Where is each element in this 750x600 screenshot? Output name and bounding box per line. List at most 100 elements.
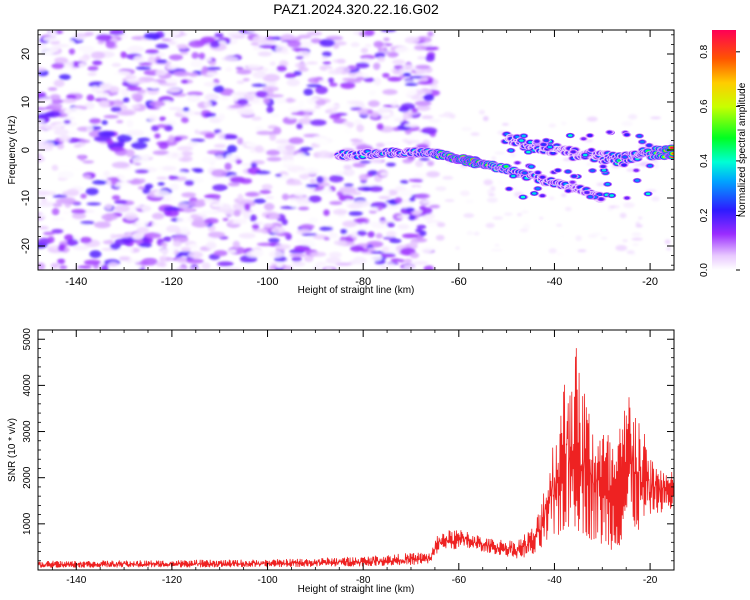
noise-blob (82, 160, 95, 164)
noise-blob (615, 245, 628, 251)
noise-blob (155, 43, 169, 49)
noise-blob (561, 193, 567, 197)
noise-blob (271, 226, 286, 234)
noise-blob (265, 195, 275, 200)
noise-blob (269, 61, 276, 66)
noise-blob (132, 156, 150, 164)
noise-blob (409, 196, 416, 203)
noise-blob (111, 195, 121, 201)
noise-blob (325, 104, 341, 108)
signal-blob (578, 186, 582, 189)
noise-blob (301, 233, 318, 237)
noise-blob (214, 32, 224, 38)
noise-blob (592, 232, 602, 236)
noise-blob (102, 239, 114, 245)
noise-blob (238, 232, 256, 239)
signal-blob (567, 134, 573, 137)
noise-blob (234, 91, 249, 96)
noise-blob (400, 103, 415, 111)
noise-blob (217, 131, 225, 140)
noise-blob (157, 182, 165, 186)
noise-blob (412, 261, 429, 265)
noise-blob (421, 127, 438, 135)
noise-blob (426, 171, 440, 178)
noise-blob (415, 228, 423, 233)
noise-blob (166, 210, 179, 217)
noise-blob (291, 261, 306, 267)
noise-blob (138, 242, 152, 248)
noise-blob (135, 66, 152, 70)
noise-blob (251, 83, 267, 87)
noise-blob (325, 256, 342, 265)
noise-blob (370, 250, 386, 254)
noise-blob (168, 106, 182, 111)
noise-blob (40, 47, 56, 55)
noise-blob (147, 115, 158, 122)
noise-blob (201, 66, 208, 74)
noise-blob (167, 134, 175, 143)
noise-blob (394, 196, 403, 204)
spectrogram-y-tick-label: 10 (20, 96, 32, 108)
noise-blob (50, 262, 60, 269)
noise-blob (298, 206, 310, 211)
noise-blob (38, 141, 49, 148)
noise-blob (303, 113, 311, 118)
noise-blob (347, 30, 355, 36)
noise-blob (169, 183, 180, 191)
noise-blob (143, 32, 161, 40)
noise-blob (379, 65, 395, 71)
signal-blob (511, 174, 516, 178)
noise-blob (193, 168, 204, 173)
noise-blob (367, 231, 375, 238)
noise-blob (256, 130, 272, 136)
noise-blob (227, 182, 240, 187)
noise-blob (77, 45, 95, 52)
noise-blob (343, 168, 355, 177)
noise-blob (417, 56, 427, 60)
noise-blob (340, 81, 356, 89)
noise-blob (189, 60, 203, 68)
noise-blob (428, 222, 439, 229)
noise-blob (176, 43, 189, 50)
noise-blob (373, 40, 384, 48)
noise-blob (263, 202, 275, 211)
noise-blob (377, 56, 386, 62)
noise-blob (404, 123, 419, 128)
noise-blob (51, 228, 64, 234)
noise-blob (325, 35, 344, 41)
noise-blob (125, 78, 139, 83)
noise-blob (270, 113, 280, 118)
noise-blob (179, 51, 189, 55)
noise-blob (635, 224, 643, 228)
noise-blob (134, 169, 149, 174)
noise-blob (368, 221, 382, 226)
noise-blob (281, 193, 290, 201)
noise-blob (103, 114, 119, 119)
noise-blob (63, 116, 76, 121)
noise-blob (38, 107, 48, 111)
noise-blob (305, 183, 320, 188)
noise-blob (114, 238, 132, 245)
signal-blob (624, 196, 630, 200)
noise-blob (116, 110, 135, 116)
noise-blob (287, 115, 297, 119)
noise-blob (213, 85, 225, 93)
noise-blob (369, 256, 383, 262)
noise-blob (211, 203, 224, 208)
noise-blob (595, 217, 607, 221)
noise-blob (173, 71, 191, 77)
noise-blob (414, 100, 432, 107)
noise-blob (419, 205, 427, 211)
noise-blob (79, 139, 91, 144)
noise-blob (221, 56, 239, 62)
noise-blob (314, 261, 327, 266)
noise-blob (47, 236, 55, 244)
noise-blob (269, 250, 284, 258)
noise-blob (381, 112, 391, 117)
noise-blob (125, 62, 133, 70)
noise-blob (291, 256, 302, 262)
noise-blob (623, 202, 635, 209)
noise-blob (40, 197, 47, 203)
noise-blob (296, 170, 306, 175)
